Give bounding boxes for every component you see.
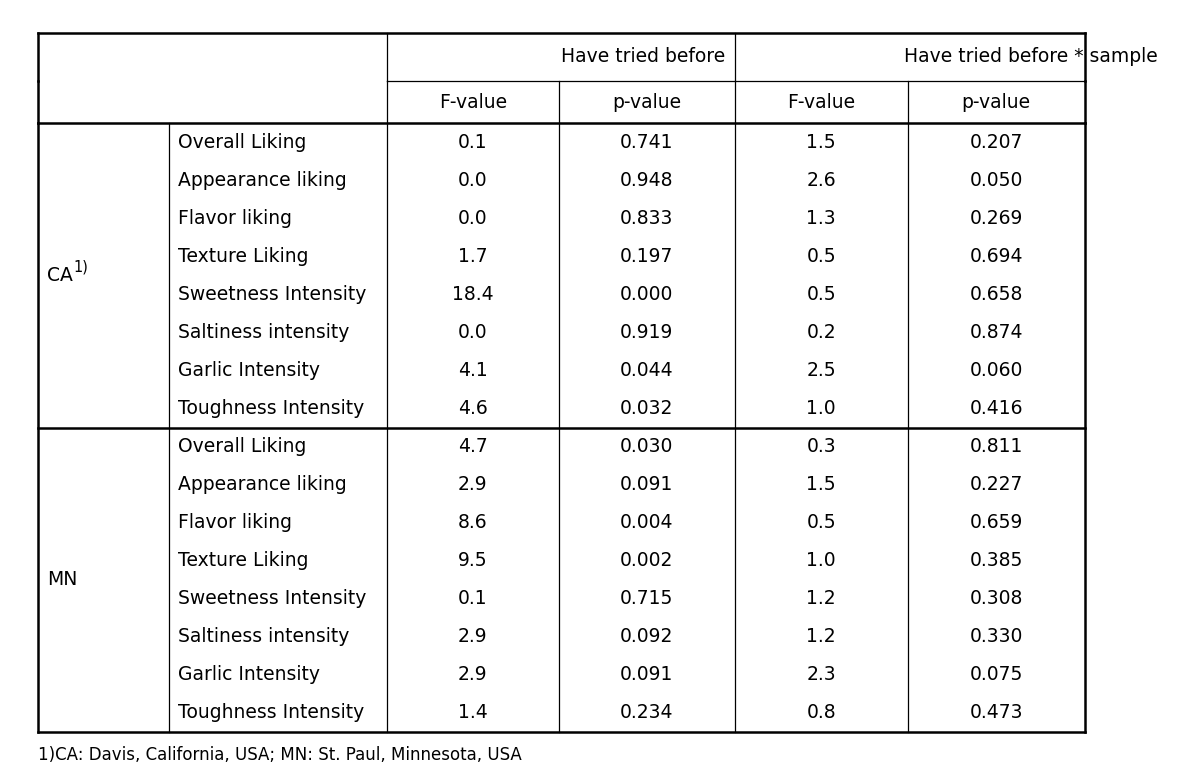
Text: 0.694: 0.694	[969, 247, 1023, 266]
Text: 0.1: 0.1	[457, 133, 488, 152]
Text: 0.473: 0.473	[969, 703, 1023, 722]
Text: p-value: p-value	[962, 92, 1030, 112]
Text: 1.7: 1.7	[457, 247, 488, 266]
Text: 0.050: 0.050	[969, 171, 1023, 190]
Text: 0.5: 0.5	[806, 247, 836, 266]
Text: 0.5: 0.5	[806, 285, 836, 304]
Text: 4.6: 4.6	[457, 399, 488, 418]
Text: Flavor liking: Flavor liking	[178, 209, 292, 228]
Text: MN: MN	[47, 570, 78, 589]
Text: 1.5: 1.5	[806, 475, 836, 494]
Text: 2.5: 2.5	[806, 361, 836, 380]
Text: 0.075: 0.075	[969, 665, 1023, 684]
Text: 0.330: 0.330	[969, 627, 1023, 646]
Text: 0.044: 0.044	[620, 361, 673, 380]
Text: 0.741: 0.741	[620, 133, 673, 152]
Text: 0.000: 0.000	[620, 285, 673, 304]
Text: 0.0: 0.0	[457, 209, 488, 228]
Text: 2.9: 2.9	[457, 665, 488, 684]
Text: 0.197: 0.197	[620, 247, 673, 266]
Text: Toughness Intensity: Toughness Intensity	[178, 399, 364, 418]
Text: 1.2: 1.2	[806, 627, 836, 646]
Text: Garlic Intensity: Garlic Intensity	[178, 665, 320, 684]
Text: Saltiness intensity: Saltiness intensity	[178, 323, 349, 342]
Text: 2.6: 2.6	[806, 171, 836, 190]
Text: Saltiness intensity: Saltiness intensity	[178, 627, 349, 646]
Text: 0.234: 0.234	[620, 703, 673, 722]
Text: 0.833: 0.833	[620, 209, 673, 228]
Text: Toughness Intensity: Toughness Intensity	[178, 703, 364, 722]
Text: 2.3: 2.3	[806, 665, 836, 684]
Text: 0.659: 0.659	[969, 513, 1023, 532]
Text: 0.385: 0.385	[969, 551, 1023, 570]
Text: 0.919: 0.919	[620, 323, 673, 342]
Text: 0.658: 0.658	[969, 285, 1023, 304]
Text: 0.1: 0.1	[457, 589, 488, 608]
Text: Texture Liking: Texture Liking	[178, 551, 309, 570]
Text: Flavor liking: Flavor liking	[178, 513, 292, 532]
Text: Overall Liking: Overall Liking	[178, 437, 307, 456]
Text: 0.004: 0.004	[620, 513, 673, 532]
Text: 1.2: 1.2	[806, 589, 836, 608]
Text: 0.3: 0.3	[806, 437, 836, 456]
Text: 0.5: 0.5	[806, 513, 836, 532]
Text: 18.4: 18.4	[452, 285, 494, 304]
Text: Sweetness Intensity: Sweetness Intensity	[178, 285, 367, 304]
Text: Appearance liking: Appearance liking	[178, 171, 347, 190]
Text: 0.715: 0.715	[620, 589, 673, 608]
Text: 0.032: 0.032	[620, 399, 673, 418]
Text: 1): 1)	[73, 260, 88, 275]
Text: 0.091: 0.091	[620, 665, 673, 684]
Text: Have tried before: Have tried before	[561, 47, 725, 66]
Text: Overall Liking: Overall Liking	[178, 133, 307, 152]
Text: 0.269: 0.269	[969, 209, 1023, 228]
Text: 0.002: 0.002	[620, 551, 673, 570]
Text: 1.0: 1.0	[806, 399, 836, 418]
Text: 0.207: 0.207	[969, 133, 1023, 152]
Text: CA: CA	[47, 266, 73, 285]
Text: 0.0: 0.0	[457, 323, 488, 342]
Text: 0.030: 0.030	[620, 437, 673, 456]
Text: Appearance liking: Appearance liking	[178, 475, 347, 494]
Text: 1.3: 1.3	[806, 209, 836, 228]
Text: 0.060: 0.060	[969, 361, 1023, 380]
Text: 8.6: 8.6	[457, 513, 488, 532]
Text: Sweetness Intensity: Sweetness Intensity	[178, 589, 367, 608]
Text: F-value: F-value	[788, 92, 855, 112]
Text: 0.308: 0.308	[969, 589, 1023, 608]
Text: 1)CA: Davis, California, USA; MN: St. Paul, Minnesota, USA: 1)CA: Davis, California, USA; MN: St. Pa…	[38, 746, 521, 764]
Text: 2.9: 2.9	[457, 475, 488, 494]
Text: 0.091: 0.091	[620, 475, 673, 494]
Text: Have tried before * sample: Have tried before * sample	[904, 47, 1158, 66]
Text: 0.2: 0.2	[806, 323, 836, 342]
Text: 1.4: 1.4	[457, 703, 488, 722]
Text: p-value: p-value	[612, 92, 681, 112]
Text: 0.948: 0.948	[620, 171, 673, 190]
Text: 0.8: 0.8	[806, 703, 836, 722]
Text: 0.874: 0.874	[969, 323, 1023, 342]
Text: 9.5: 9.5	[457, 551, 488, 570]
Text: 0.811: 0.811	[969, 437, 1023, 456]
Text: 1.0: 1.0	[806, 551, 836, 570]
Text: 2.9: 2.9	[457, 627, 488, 646]
Text: Garlic Intensity: Garlic Intensity	[178, 361, 320, 380]
Text: 1.5: 1.5	[806, 133, 836, 152]
Text: 4.7: 4.7	[457, 437, 488, 456]
Text: F-value: F-value	[439, 92, 507, 112]
Text: 4.1: 4.1	[457, 361, 488, 380]
Text: 0.416: 0.416	[969, 399, 1023, 418]
Text: 0.227: 0.227	[969, 475, 1023, 494]
Text: 0.0: 0.0	[457, 171, 488, 190]
Text: Texture Liking: Texture Liking	[178, 247, 309, 266]
Text: 0.092: 0.092	[620, 627, 673, 646]
